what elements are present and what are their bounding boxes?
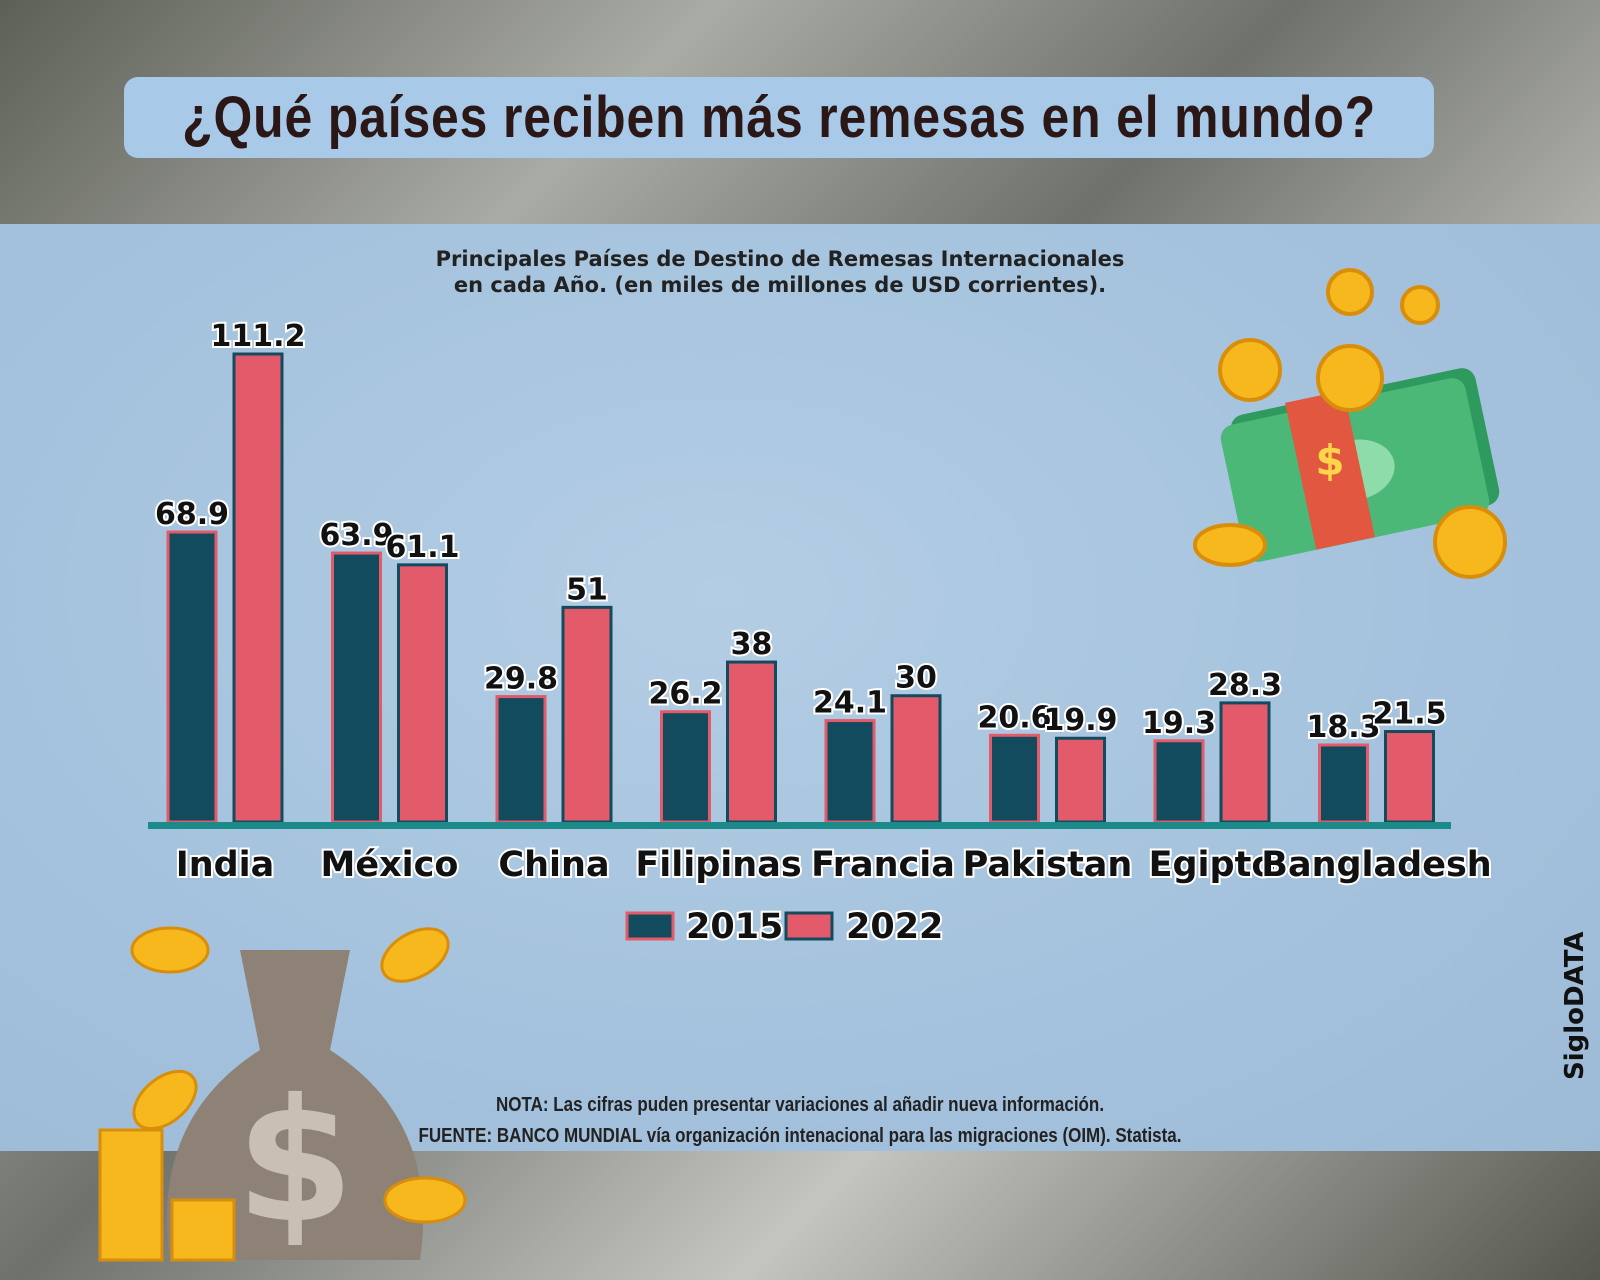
value-label: 51: [566, 572, 608, 607]
category-label: Bangladesh: [1261, 845, 1491, 885]
category-label: Pakistan: [963, 845, 1133, 885]
chart-subtitle: Principales Países de Destino de Remesas…: [0, 246, 1580, 298]
value-label: 26.2: [648, 677, 722, 712]
legend: 2015 2022: [625, 905, 945, 949]
bar-2022-Bangladesh: [1384, 730, 1435, 824]
value-label: 30: [895, 661, 937, 696]
bar-2022-México: [397, 563, 448, 824]
value-label: 18.3: [1306, 710, 1380, 745]
value-label: 38: [731, 627, 773, 662]
bar-2022-Francia: [890, 694, 942, 824]
value-label: 28.3: [1208, 668, 1282, 703]
value-label: 111.2: [211, 319, 306, 354]
category-label: México: [321, 845, 459, 885]
svg-text:$: $: [236, 1063, 354, 1261]
category-label: China: [498, 845, 609, 885]
value-label: 20.6: [977, 700, 1051, 735]
page-title: ¿Qué países reciben más remesas en el mu…: [182, 85, 1376, 150]
bar-2015-Filipinas: [660, 710, 711, 824]
category-label: Egipto: [1149, 845, 1276, 885]
value-label: 68.9: [155, 497, 229, 532]
title-banner: ¿Qué países reciben más remesas en el mu…: [124, 77, 1434, 158]
bar-2022-Egipto: [1219, 701, 1271, 824]
footnotes: NOTA: Las cifras puden presentar variaci…: [350, 1090, 1250, 1152]
bar-2015-Francia: [824, 719, 876, 824]
category-label: Filipinas: [635, 845, 801, 885]
value-label: 29.8: [484, 662, 558, 697]
cash-stack-icon: $: [1193, 268, 1507, 579]
x-axis-line: [148, 822, 1451, 829]
brand-logo: SigloDATA: [1560, 931, 1590, 1080]
source-text: FUENTE: BANCO MUNDIAL vía organización i…: [418, 1125, 1182, 1147]
bar-2015-Egipto: [1153, 739, 1205, 824]
bar-2015-México: [331, 551, 382, 824]
legend-label-2022: 2022: [846, 907, 943, 947]
bar-2015-China: [495, 695, 547, 824]
svg-text:$: $: [1315, 436, 1344, 485]
bar-2015-India: [166, 530, 218, 824]
legend-label-2015: 2015: [686, 907, 783, 947]
value-label: 19.3: [1142, 706, 1216, 741]
value-label: 21.5: [1372, 697, 1446, 732]
legend-swatch-2022: [784, 911, 834, 941]
chart-subtitle-line: en cada Año. (en miles de millones de US…: [453, 273, 1107, 297]
money-bag-icon: $: [98, 926, 467, 1262]
chart-title: Principales Países de Destino de Remesas…: [435, 247, 1125, 271]
bar-2022-Filipinas: [726, 660, 777, 824]
value-label: 63.9: [319, 518, 393, 553]
bar-2015-Bangladesh: [1318, 743, 1369, 824]
value-label: 61.1: [385, 530, 459, 565]
category-label: India: [176, 845, 275, 885]
value-label: 24.1: [813, 686, 887, 721]
value-label: 19.9: [1043, 703, 1117, 738]
legend-swatch-2015: [625, 911, 675, 941]
bar-2022-China: [561, 605, 613, 824]
bar-2022-Pakistan: [1055, 736, 1106, 824]
category-label: Francia: [811, 845, 955, 885]
bar-2015-Pakistan: [989, 733, 1040, 824]
bar-2022-India: [232, 352, 284, 824]
note-text: NOTA: Las cifras puden presentar variaci…: [495, 1094, 1105, 1116]
